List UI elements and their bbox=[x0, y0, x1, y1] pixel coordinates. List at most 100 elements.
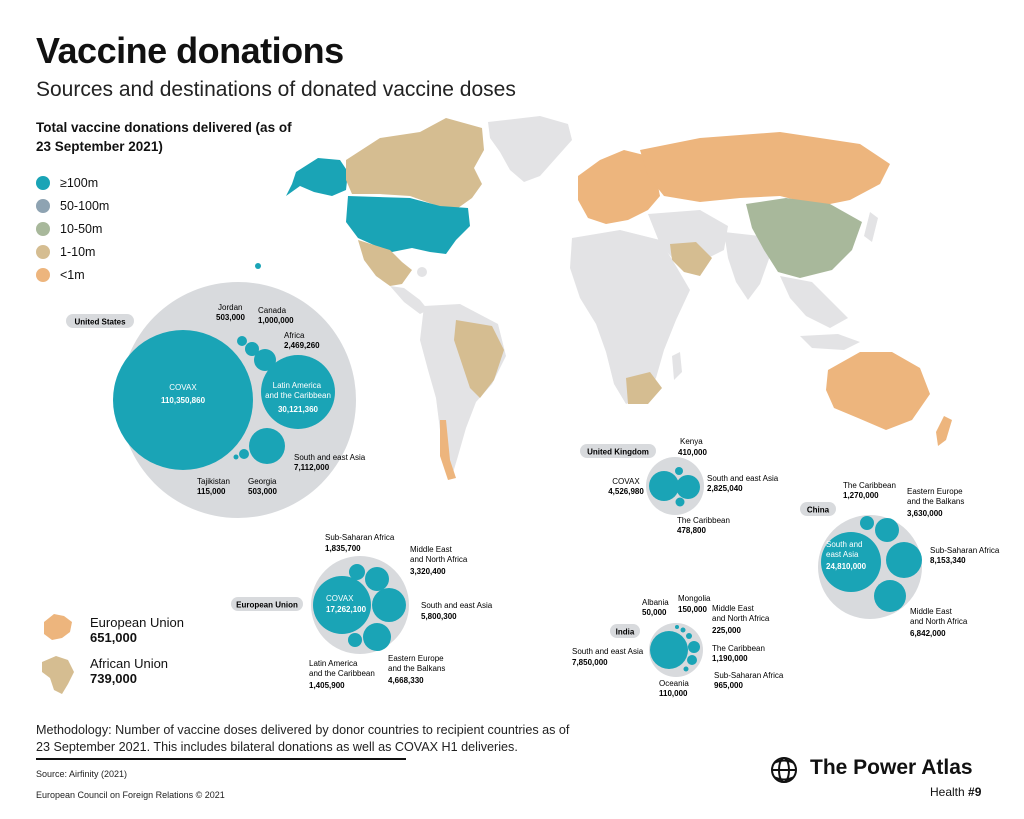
dest-label: Kenya bbox=[680, 437, 703, 446]
dest-value: 4,526,980 bbox=[608, 487, 644, 496]
union-value: 651,000 bbox=[90, 630, 137, 645]
donor-china: China South and east Asia 24,810,000 Sub… bbox=[800, 481, 1000, 638]
map-region-russia bbox=[640, 132, 890, 206]
bubble-albania bbox=[675, 625, 679, 629]
map-region-south-asia bbox=[724, 232, 770, 300]
dest-label: Latin America and the Caribbean bbox=[309, 659, 375, 678]
dest-value: 3,320,400 bbox=[410, 567, 446, 576]
bubble-sub-saharan-africa bbox=[687, 655, 697, 665]
donor-label: India bbox=[616, 628, 635, 637]
dest-label: Georgia bbox=[248, 477, 277, 486]
brand-series-label: Health bbox=[930, 785, 965, 799]
dest-value: 965,000 bbox=[714, 681, 743, 690]
bubble-covax bbox=[113, 330, 253, 470]
bubble-mena bbox=[365, 567, 389, 591]
union-european-union: European Union 651,000 bbox=[90, 615, 184, 645]
dest-label: COVAX bbox=[326, 594, 354, 603]
map-region-united-states bbox=[346, 196, 470, 254]
dest-value: 24,810,000 bbox=[826, 562, 867, 571]
union-african-union: African Union 739,000 bbox=[90, 656, 168, 686]
donor-india: India South and east Asia 7,850,000 The … bbox=[572, 594, 784, 698]
legend-label: 50-100m bbox=[60, 199, 110, 213]
dest-label: South and east Asia bbox=[572, 647, 644, 656]
donor-label: United States bbox=[74, 318, 126, 327]
brand-series: Health #9 bbox=[930, 785, 981, 799]
dest-label: Middle East and North Africa bbox=[910, 607, 968, 626]
dest-label: Canada bbox=[258, 306, 287, 315]
dest-label: Sub-Saharan Africa bbox=[714, 671, 784, 680]
bubble-africa bbox=[254, 349, 276, 371]
dest-value: 1,190,000 bbox=[712, 654, 748, 663]
map-region-hawaii bbox=[255, 263, 261, 269]
legend-label: 1-10m bbox=[60, 245, 96, 259]
dest-value: 503,000 bbox=[216, 313, 245, 322]
dest-label: Mongolia bbox=[678, 594, 711, 603]
legend-swatch bbox=[36, 222, 50, 236]
map-region-chile bbox=[440, 420, 456, 480]
bubble-sub-saharan-africa bbox=[349, 564, 365, 580]
map-region-caribbean bbox=[417, 267, 427, 277]
map-region-mexico bbox=[358, 240, 412, 286]
map-region-south-africa bbox=[626, 372, 662, 404]
dest-label: South and east Asia bbox=[421, 601, 493, 610]
dest-label: The Caribbean bbox=[843, 481, 896, 490]
dest-value: 7,112,000 bbox=[294, 463, 330, 472]
brand: The Power Atlas bbox=[802, 756, 973, 780]
dest-label: Africa bbox=[284, 331, 305, 340]
map-region-greenland bbox=[488, 116, 572, 182]
bubble-covax bbox=[649, 471, 679, 501]
bubble-covax bbox=[313, 576, 371, 634]
map-region-china bbox=[746, 198, 862, 278]
legend-item-10-50m: 10-50m bbox=[36, 220, 102, 238]
legend-heading: Total vaccine donations delivered (as of… bbox=[36, 120, 292, 154]
donor-label: European Union bbox=[236, 601, 298, 610]
dest-value: 410,000 bbox=[678, 448, 707, 457]
donor-tag bbox=[580, 444, 656, 458]
bubble-canada bbox=[245, 342, 259, 356]
dest-value: 110,350,860 bbox=[161, 396, 206, 405]
dest-value: 17,262,100 bbox=[326, 605, 367, 614]
dest-label: South and east Asia bbox=[826, 540, 865, 559]
bubble-latin-america bbox=[261, 355, 335, 429]
dest-label: The Caribbean bbox=[712, 644, 765, 653]
dest-label: Eastern Europe and the Balkans bbox=[388, 654, 446, 673]
bubble-south-east-asia bbox=[676, 475, 700, 499]
legend-label: <1m bbox=[60, 268, 85, 282]
dest-label: Middle East and North Africa bbox=[410, 545, 468, 564]
legend-item-1-10m: 1-10m bbox=[36, 243, 95, 261]
dest-value: 5,800,300 bbox=[421, 612, 457, 621]
brand-name: The Power Atlas bbox=[810, 756, 973, 779]
donor-european-union: European Union COVAX 17,262,100 South an… bbox=[231, 533, 493, 690]
union-value: 739,000 bbox=[90, 671, 137, 686]
dest-label: Sub-Saharan Africa bbox=[325, 533, 395, 542]
map-region-saudi-arabia bbox=[670, 242, 712, 276]
legend-item-50-100m: 50-100m bbox=[36, 197, 109, 215]
dest-value: 115,000 bbox=[197, 487, 226, 496]
bubble-mongolia bbox=[680, 627, 686, 633]
legend-swatch bbox=[36, 245, 50, 259]
dest-value: 3,630,000 bbox=[907, 509, 943, 518]
bubble-latin-america bbox=[348, 633, 362, 647]
legend-item-100m: ≥100m bbox=[36, 174, 98, 192]
source-text: Source: Airfinity (2021) bbox=[36, 769, 128, 779]
map-region-madagascar bbox=[672, 352, 682, 380]
bubble-kenya bbox=[675, 467, 683, 475]
dest-value: 30,121,360 bbox=[278, 405, 319, 414]
donor-tag bbox=[800, 502, 836, 516]
map-region-australia bbox=[826, 352, 930, 430]
dest-value: 6,842,000 bbox=[910, 629, 946, 638]
dest-value: 50,000 bbox=[642, 608, 667, 617]
page-subtitle: Sources and destinations of donated vacc… bbox=[36, 78, 516, 101]
dest-value: 503,000 bbox=[248, 487, 277, 496]
donor-united-states: United States COVAX 110,350,860 Latin Am… bbox=[66, 282, 366, 518]
legend-swatch bbox=[36, 176, 50, 190]
map-region-canada bbox=[346, 118, 484, 208]
dest-label: Eastern Europe and the Balkans bbox=[907, 487, 965, 506]
bubble-south-east-asia bbox=[650, 631, 688, 669]
map-region-brazil bbox=[454, 320, 504, 398]
bubble-caribbean bbox=[688, 641, 700, 653]
donor-united-kingdom: United Kingdom COVAX 4,526,980 South and… bbox=[580, 437, 779, 535]
dest-label: Middle East and North Africa bbox=[712, 604, 770, 623]
bubble-mena bbox=[874, 580, 906, 612]
map-region-europe bbox=[578, 150, 660, 224]
